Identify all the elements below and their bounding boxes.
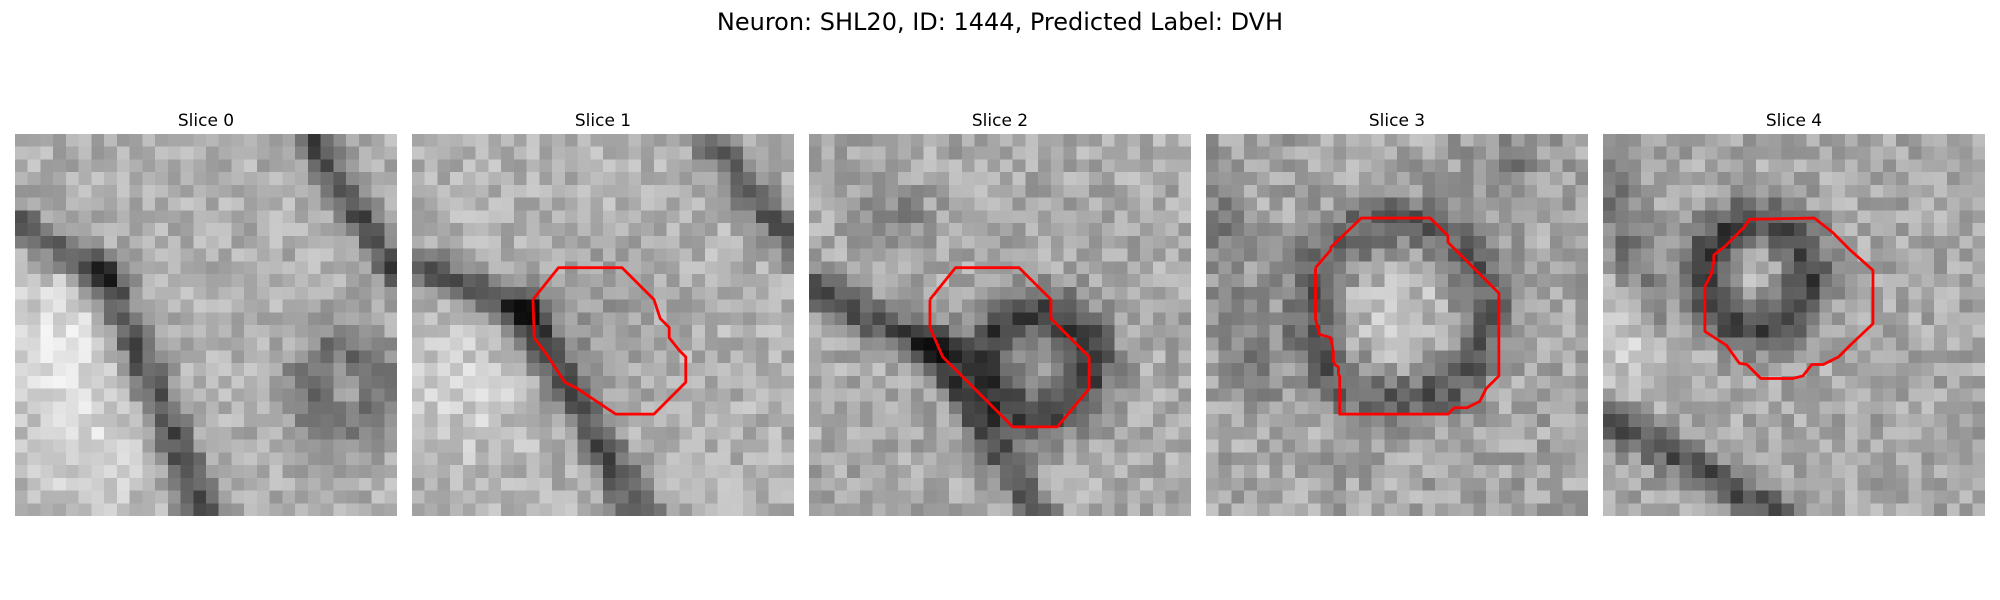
- cell-contour: [1703, 216, 1875, 380]
- slice-panel-0: Slice 0: [15, 108, 397, 516]
- slice-title: Slice 1: [574, 111, 632, 131]
- slice-image: [1206, 134, 1588, 516]
- slice-image: [1603, 134, 1985, 516]
- cell-contour: [928, 266, 1091, 429]
- slice-image: [809, 134, 1191, 516]
- slice-title: Slice 2: [971, 111, 1029, 131]
- slice-title: Slice 0: [177, 111, 235, 131]
- figure-title: Neuron: SHL20, ID: 1444, Predicted Label…: [716, 8, 1284, 36]
- cell-contour: [531, 266, 688, 416]
- cell-contour: [1314, 216, 1501, 416]
- slice-title: Slice 3: [1368, 111, 1426, 131]
- slice-panel-4: Slice 4: [1603, 108, 1985, 516]
- slice-panel-2: Slice 2: [809, 108, 1191, 516]
- slice-title: Slice 4: [1765, 111, 1823, 131]
- slice-image: [15, 134, 397, 516]
- slice-panel-3: Slice 3: [1206, 108, 1588, 516]
- slice-image: [412, 134, 794, 516]
- slice-panel-1: Slice 1: [412, 108, 794, 516]
